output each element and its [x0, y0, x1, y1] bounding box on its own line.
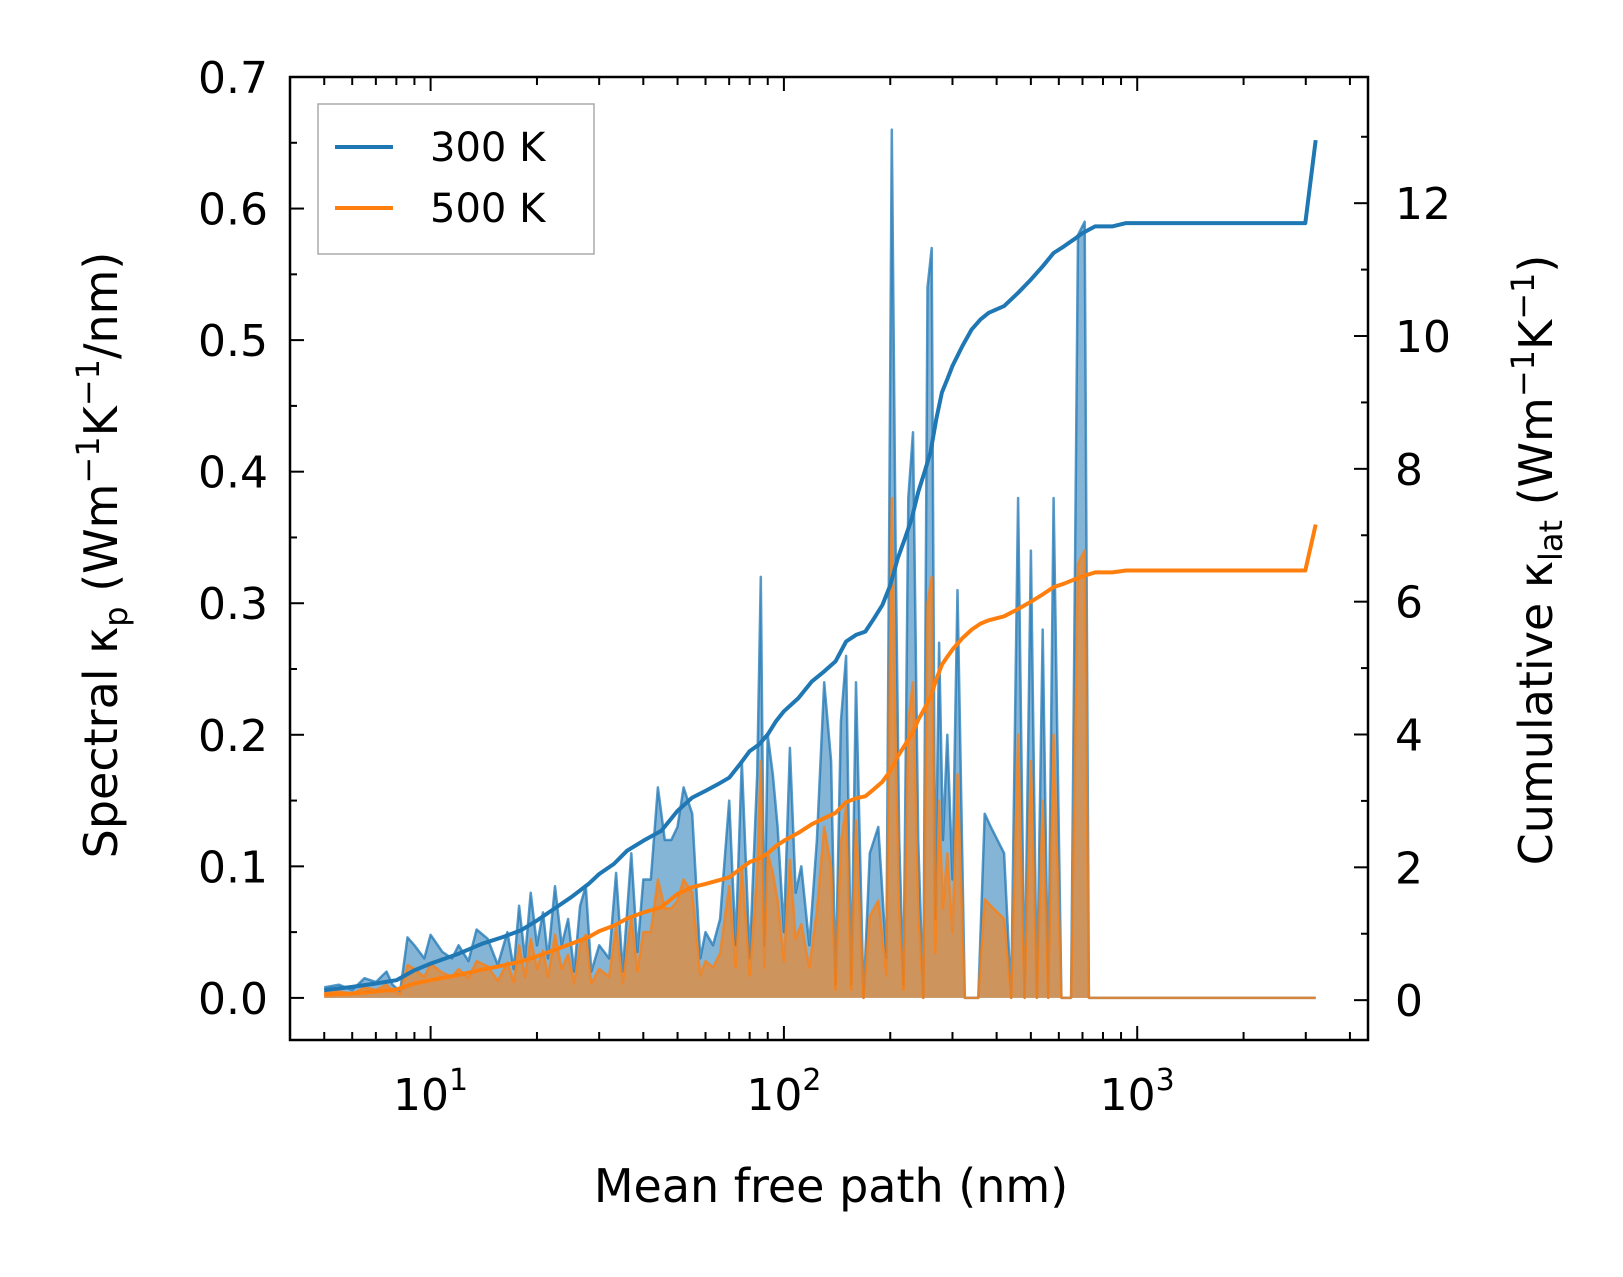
- spectral-outline-300k: [323, 128, 1316, 1000]
- legend: 300 K 500 K: [317, 103, 595, 255]
- y-axis-title: Spectral κp (Wm−1K−1/nm): [69, 252, 135, 859]
- y2-tick-label: 8: [1395, 445, 1423, 496]
- y-tick-label: 0.3: [198, 579, 268, 630]
- y-tick-label: 0.7: [198, 53, 268, 104]
- y-tick-label: 0.5: [198, 316, 268, 367]
- y2-tick-label: 2: [1395, 843, 1423, 894]
- legend-label-300k: 300 K: [430, 125, 547, 171]
- axes: 101 102 103 0.0 0.1 0.2 0.3 0.4 0.5 0.6 0.7 0 2 4 6 8 10…: [198, 53, 1451, 1121]
- y2-tick-label: 6: [1395, 578, 1423, 629]
- spectral-outline-500k: [324, 496, 1316, 1000]
- y-tick-label: 0.0: [198, 974, 268, 1025]
- x-tick-label: 102: [746, 1063, 821, 1121]
- legend-label-500k: 500 K: [430, 186, 547, 232]
- y-tick-label: 0.4: [198, 448, 268, 499]
- plot-frame: [288, 75, 1370, 1042]
- legend-frame: [317, 103, 595, 255]
- y-tick-label: 0.2: [198, 711, 268, 762]
- y2-tick-label: 4: [1395, 710, 1423, 761]
- spectral-fill-500k: [324, 498, 1316, 998]
- y2-tick-label: 0: [1395, 976, 1423, 1027]
- y2-tick-label: 10: [1395, 312, 1451, 363]
- spectral-fill-300k: [324, 129, 1316, 998]
- y2-tick-label: 12: [1395, 179, 1451, 230]
- x-tick-label: 103: [1100, 1063, 1175, 1121]
- plot-area: [323, 128, 1318, 1000]
- y2-axis-title: Cumulative κlat (Wm−1K−1): [1504, 255, 1570, 866]
- x-axis-title: Mean free path (nm): [594, 1159, 1068, 1213]
- y-tick-label: 0.1: [198, 842, 268, 893]
- cumulative-line-500k: [324, 524, 1318, 997]
- x-tick-label: 101: [393, 1063, 468, 1121]
- cumulative-line-300k: [323, 139, 1318, 993]
- y-tick-label: 0.6: [198, 185, 268, 236]
